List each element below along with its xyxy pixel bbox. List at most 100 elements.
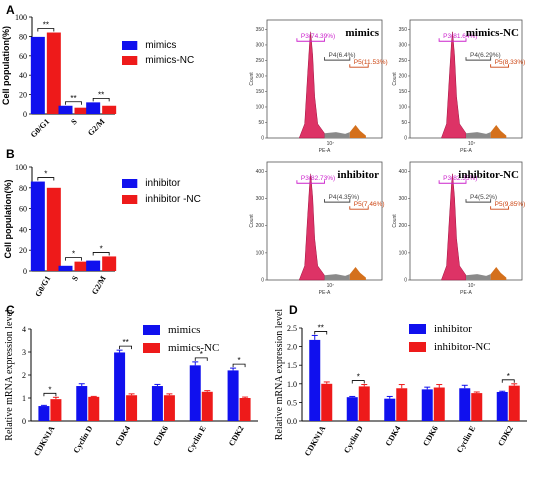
significance-bracket <box>351 380 365 384</box>
y-tick-label: 0 <box>22 417 26 426</box>
gate-p4-label: P4(6.29%) <box>470 52 501 59</box>
bar-mimics-Cyclin D <box>76 386 88 421</box>
legend-swatch <box>409 342 426 352</box>
x-tick-label: Cyclin E <box>455 424 478 454</box>
gate-p3 <box>438 38 467 42</box>
x-tick-label: Cyclin E <box>185 424 208 454</box>
x-tick-label: CDK2 <box>496 424 515 447</box>
bar-inhibitor-NC-G0/G1 <box>46 187 61 271</box>
significance-mark: ** <box>43 21 49 30</box>
gate-p5 <box>349 206 369 210</box>
y-tick-label: 1.0 <box>287 380 297 389</box>
significance-bracket <box>92 252 110 256</box>
y-tick-label: 350 <box>399 27 408 33</box>
histogram-inhibitor: 0 100 200 300 400 Count P3(82.73%) P4(4.35%)P5(… <box>249 161 385 296</box>
gate-p4 <box>324 57 351 61</box>
legend-swatch <box>122 179 138 188</box>
legend-label-mimics-NC: mimics-NC <box>168 342 219 354</box>
y-tick-label: 40 <box>19 71 27 80</box>
histogram-s-region <box>324 274 350 280</box>
bar-mimics-NC-CDK4 <box>126 395 138 421</box>
x-tick-label: CDK4 <box>113 424 132 447</box>
significance-mark: * <box>507 372 510 381</box>
y-tick-label: 350 <box>256 27 265 33</box>
significance-mark: * <box>44 170 47 179</box>
y-tick-label: 0 <box>261 136 264 142</box>
x-axis-label: PE-A <box>460 290 472 296</box>
bar-inhibitor-NC-G2/M <box>102 256 117 271</box>
y-tick-label: 400 <box>256 169 265 175</box>
y-tick-label: 80 <box>19 184 27 193</box>
y-axis-label: Count <box>249 72 255 86</box>
x-tick-label: G0/G1 <box>29 117 51 139</box>
y-axis-label: Relative mRNA expression level <box>274 309 285 441</box>
significance-bracket <box>37 177 55 181</box>
histogram-g1-peak <box>298 31 325 139</box>
significance-mark: ** <box>98 90 104 99</box>
x-tick-label: G2/M <box>86 117 107 138</box>
histogram-s-region <box>466 132 491 138</box>
bar-chart-C: 0 1 2 3 4 * CDKN1A Cyclin D ** CDK4 CDK6 * Cyclin E *… <box>4 309 258 458</box>
histogram-title: mimics-NC <box>466 27 519 39</box>
y-axis-label: Count <box>392 214 398 228</box>
gate-p3 <box>438 180 467 184</box>
bar-mimics-G2/M <box>86 102 101 114</box>
y-tick-label: 50 <box>258 120 264 126</box>
y-axis-label: Cell population(%) <box>3 180 13 259</box>
y-tick-label: 200 <box>256 73 265 79</box>
y-tick-label: 0.0 <box>287 417 297 426</box>
legend-swatch <box>143 343 160 353</box>
y-tick-label: 100 <box>256 250 265 256</box>
panel-label-A: A <box>6 3 15 17</box>
y-axis-label: Count <box>249 214 255 228</box>
panel-label-C: C <box>6 303 15 317</box>
histogram-s-region <box>324 132 350 138</box>
y-tick-label: 50 <box>401 120 407 126</box>
gate-p5 <box>490 64 510 68</box>
y-tick-label: 1.5 <box>287 361 297 370</box>
y-tick-label: 200 <box>256 223 265 229</box>
significance-mark: ** <box>318 323 324 332</box>
bar-inhibitor-NC-CDK4 <box>396 388 408 421</box>
bar-inhibitor-G0/G1 <box>30 181 45 271</box>
y-tick-label: 1 <box>22 394 26 403</box>
significance-bracket <box>194 357 208 361</box>
gate-p4 <box>465 199 492 203</box>
bar-mimics-NC-Cyclin E <box>201 391 213 421</box>
gate-p3-label: P3(74.39%) <box>301 33 335 40</box>
gate-p3-label: P3(81.64%) <box>443 33 477 40</box>
y-tick-label: 100 <box>256 104 265 110</box>
significance-mark: ** <box>122 338 128 347</box>
significance-bracket <box>119 345 132 350</box>
significance-bracket <box>232 363 246 368</box>
histogram-g2-peak <box>349 267 366 280</box>
y-tick-label: 3 <box>22 348 26 357</box>
x-tick-label: G2/M <box>90 274 108 296</box>
x-tick-label: 10⁷ <box>468 283 476 289</box>
x-tick-label: CDK2 <box>227 424 246 447</box>
y-tick-label: 60 <box>19 52 27 61</box>
x-axis-label: PE-A <box>460 148 472 154</box>
bar-inhibitor-S <box>58 265 73 271</box>
bar-mimics-CDK4 <box>114 352 126 421</box>
x-tick-label: CDK4 <box>384 424 403 447</box>
gate-p4-label: P4(6.4%) <box>329 52 356 59</box>
y-tick-label: 4 <box>22 325 26 334</box>
gate-p4 <box>465 57 492 61</box>
bar-inhibitor-NC-S <box>74 261 89 271</box>
bar-mimics-NC-Cyclin D <box>88 396 100 421</box>
y-tick-label: 100 <box>15 13 27 22</box>
histogram-g2-peak <box>349 125 366 138</box>
y-tick-label: 150 <box>256 89 265 95</box>
histogram-mimics: 0 50 100 150 200 250 300 350 Count P3(74.39%) P4(6… <box>249 19 388 154</box>
x-tick-label: 10⁷ <box>327 141 335 147</box>
gate-p5-label: P5(9.85%) <box>495 201 526 208</box>
significance-bracket <box>65 257 82 261</box>
y-tick-label: 100 <box>15 163 27 172</box>
bar-mimics-NC-CDK6 <box>163 395 175 421</box>
bar-inhibitor-NC-Cyclin D <box>358 386 370 421</box>
histogram-title: inhibitor <box>337 169 379 181</box>
bar-inhibitor-NC-CDK6 <box>433 387 445 421</box>
y-tick-label: 300 <box>256 196 265 202</box>
